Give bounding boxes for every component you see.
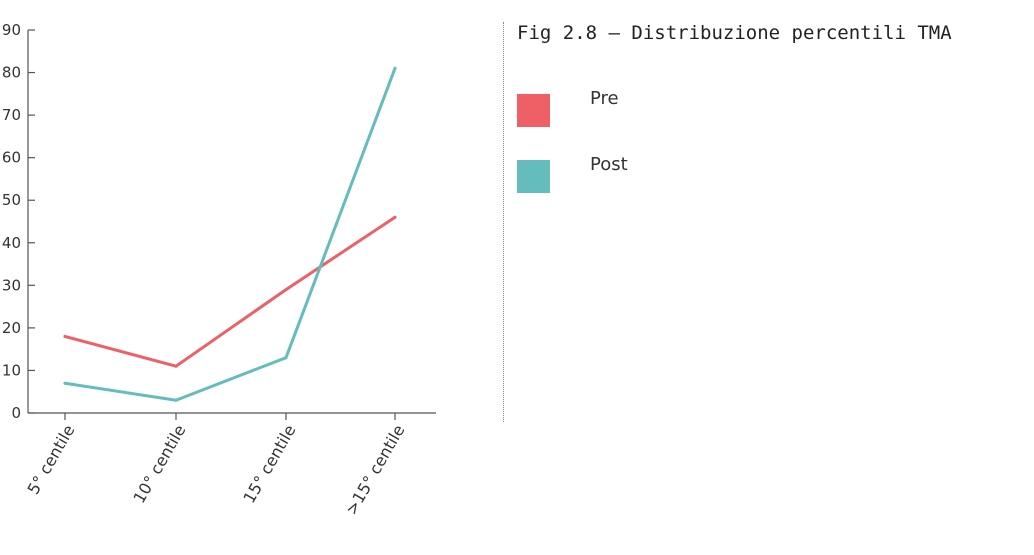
figure-title: Fig 2.8 – Distribuzione percentili TMA: [517, 22, 952, 44]
legend-divider: [503, 22, 504, 422]
data-point-pre-3: [393, 215, 397, 219]
x-tick-label-0: 5° centile: [23, 422, 78, 498]
data-point-pre-2: [284, 288, 288, 292]
y-tick-label-50: 50: [2, 191, 21, 209]
legend-swatch-post: [517, 160, 550, 193]
series-line-pre: [63, 215, 397, 368]
y-tick-label-0: 0: [11, 404, 21, 422]
legend-label-post: Post: [590, 154, 628, 175]
y-tick-label-60: 60: [2, 149, 21, 167]
data-point-post-3: [393, 66, 397, 70]
legend-swatch-pre: [517, 94, 550, 127]
x-tick-label-1: 10° centile: [129, 422, 189, 507]
data-point-post-2: [284, 356, 288, 360]
y-tick-label-40: 40: [2, 234, 21, 252]
data-point-pre-1: [174, 364, 178, 368]
y-tick-label-20: 20: [2, 319, 21, 337]
y-tick-label-10: 10: [2, 361, 21, 379]
series-line-post: [63, 66, 397, 402]
data-point-pre-0: [63, 334, 67, 338]
legend-label-pre: Pre: [590, 88, 619, 109]
x-tick-label-2: 15° centile: [239, 422, 299, 507]
y-tick-label-70: 70: [2, 106, 21, 124]
y-tick-label-90: 90: [2, 21, 21, 39]
data-point-post-1: [174, 398, 178, 402]
y-tick-label-30: 30: [2, 276, 21, 294]
x-tick-label-3: >15° centile: [342, 422, 409, 519]
y-tick-label-80: 80: [2, 64, 21, 82]
data-point-post-0: [63, 381, 67, 385]
